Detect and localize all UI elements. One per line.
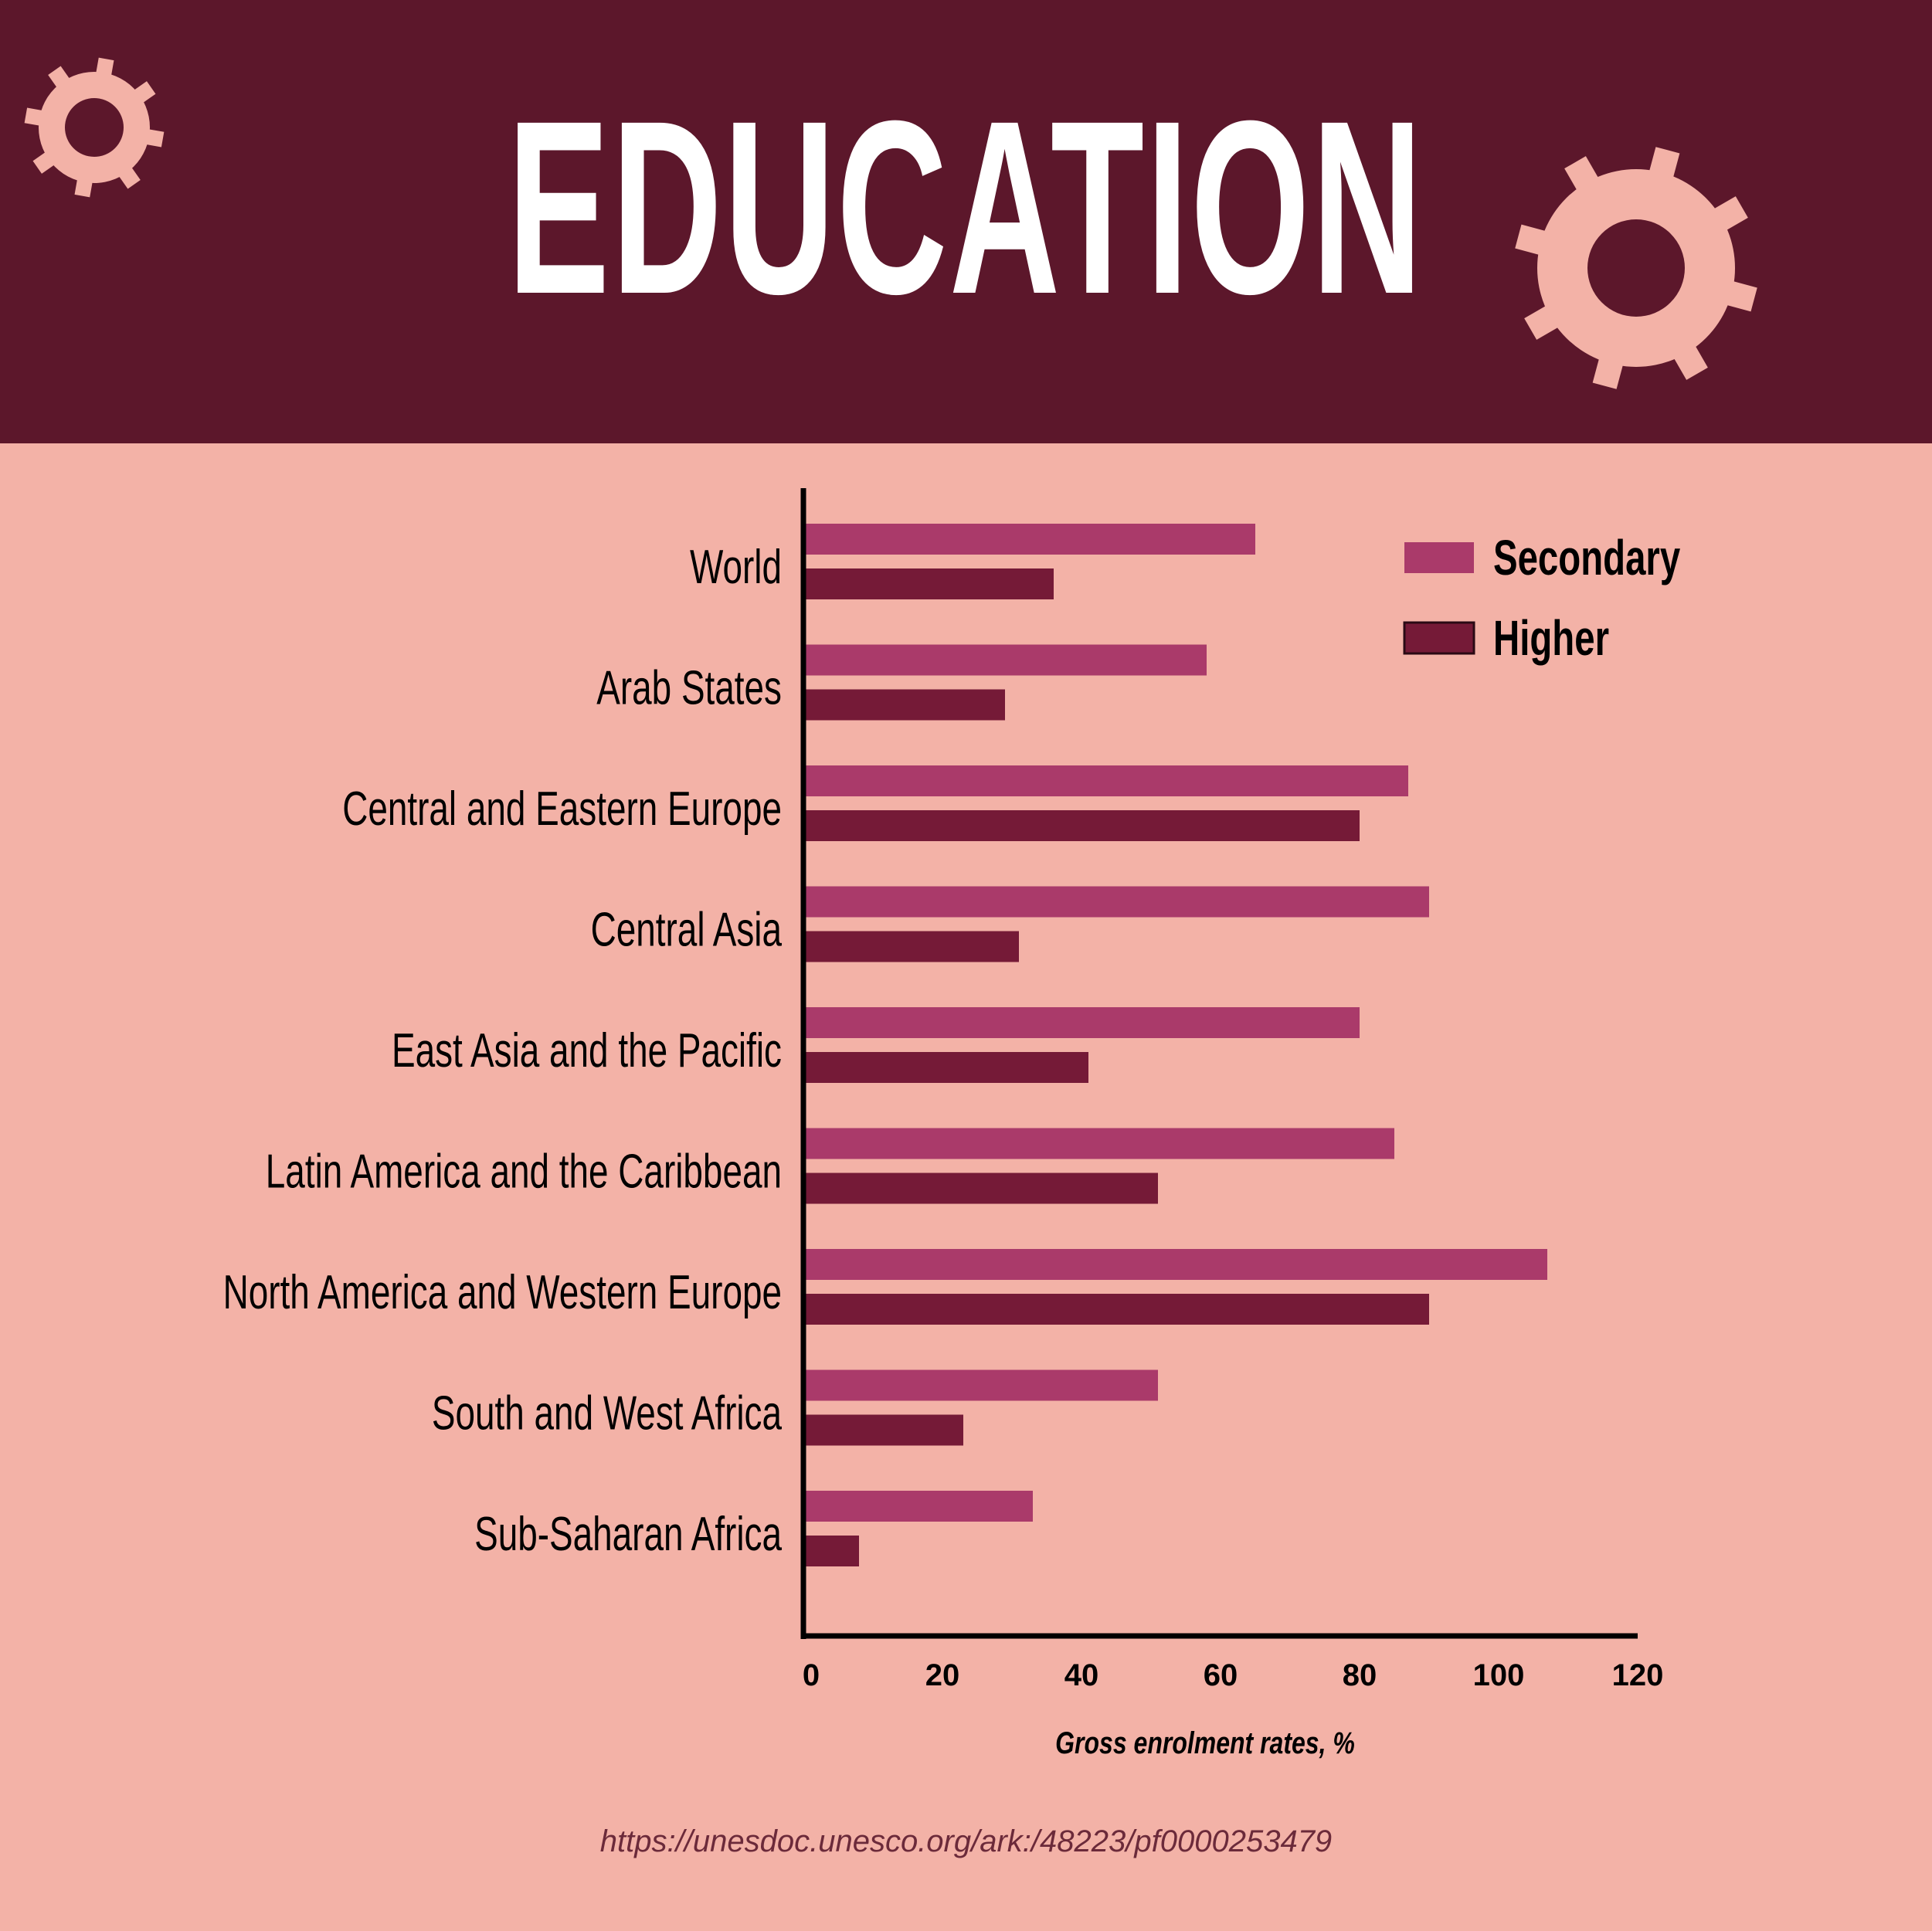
gear-icon bbox=[1515, 147, 1757, 389]
category-label: North America and Western Europe bbox=[223, 1266, 782, 1319]
bar-secondary bbox=[803, 1249, 1547, 1280]
x-tick-label: 120 bbox=[1612, 1658, 1664, 1692]
category-label: Arab States bbox=[596, 662, 782, 715]
bar-secondary bbox=[803, 524, 1255, 555]
bar-higher bbox=[803, 689, 1005, 721]
bar-secondary bbox=[803, 644, 1207, 676]
bar-secondary bbox=[803, 886, 1429, 918]
category-label: East Asia and the Pacific bbox=[392, 1024, 782, 1077]
x-tick-label: 60 bbox=[1204, 1658, 1238, 1692]
category-label: Sub-Saharan Africa bbox=[474, 1508, 782, 1561]
gear-icon bbox=[24, 57, 165, 198]
bar-secondary bbox=[803, 1491, 1033, 1522]
x-tick-label: 80 bbox=[1343, 1658, 1377, 1692]
bar-higher bbox=[803, 1173, 1158, 1204]
bar-secondary bbox=[803, 765, 1408, 796]
category-label: World bbox=[690, 541, 782, 594]
category-label: South and West Africa bbox=[432, 1387, 782, 1441]
x-tick-label: 100 bbox=[1473, 1658, 1525, 1692]
page-title: EDUCATION bbox=[507, 69, 1424, 345]
x-tick-label: 0 bbox=[803, 1658, 820, 1692]
bar-higher bbox=[803, 1536, 859, 1566]
x-tick-label: 20 bbox=[925, 1658, 960, 1692]
legend-swatch-secondary bbox=[1404, 542, 1474, 573]
bar-higher bbox=[803, 931, 1019, 962]
bar-secondary bbox=[803, 1007, 1360, 1038]
bar-higher bbox=[803, 810, 1360, 841]
x-axis-label: Gross enrolment rates, % bbox=[1055, 1726, 1355, 1760]
bar-higher bbox=[803, 1414, 963, 1446]
bar-secondary bbox=[803, 1128, 1394, 1159]
legend-label-higher: Higher bbox=[1493, 610, 1609, 666]
category-label: Latin America and the Caribbean bbox=[266, 1145, 782, 1199]
x-tick-label: 40 bbox=[1064, 1658, 1099, 1692]
bar-chart: World Arab States Central and Eastern Euro… bbox=[223, 488, 1681, 1760]
bar-higher bbox=[803, 1294, 1429, 1325]
category-label: Central Asia bbox=[591, 904, 783, 957]
legend-swatch-higher bbox=[1403, 621, 1475, 655]
source-link[interactable]: https://unesdoc.unesco.org/ark:/48223/pf… bbox=[599, 1824, 1333, 1858]
bar-secondary bbox=[803, 1369, 1158, 1401]
category-label: Central and Eastern Europe bbox=[342, 782, 782, 836]
legend-label-secondary: Secondary bbox=[1493, 530, 1681, 585]
bar-higher bbox=[803, 1052, 1088, 1083]
bar-higher bbox=[803, 568, 1054, 599]
